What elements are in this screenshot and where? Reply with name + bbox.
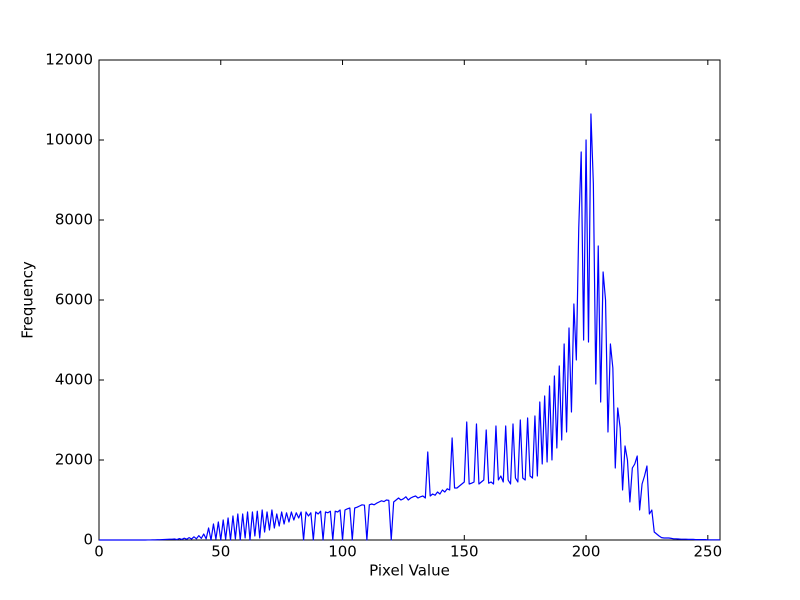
x-tick-label: 100	[328, 543, 357, 561]
y-tick-label: 0	[83, 531, 93, 549]
x-tick-label: 250	[694, 543, 723, 561]
y-axis-label: Frequency	[19, 261, 37, 339]
x-tick-label: 150	[450, 543, 479, 561]
x-tick-label: 0	[94, 543, 104, 561]
x-axis-label: Pixel Value	[369, 562, 450, 580]
y-tick-label: 10000	[45, 131, 93, 149]
x-tick-label: 200	[572, 543, 601, 561]
data-line	[99, 113, 720, 541]
y-tick-label: 4000	[55, 371, 93, 389]
y-tick-label: 6000	[55, 291, 93, 309]
y-tick-label: 8000	[55, 211, 93, 229]
y-tick-label: 12000	[45, 51, 93, 69]
x-tick-label: 50	[211, 543, 230, 561]
y-tick-label: 2000	[55, 451, 93, 469]
plot-frame	[98, 59, 721, 541]
